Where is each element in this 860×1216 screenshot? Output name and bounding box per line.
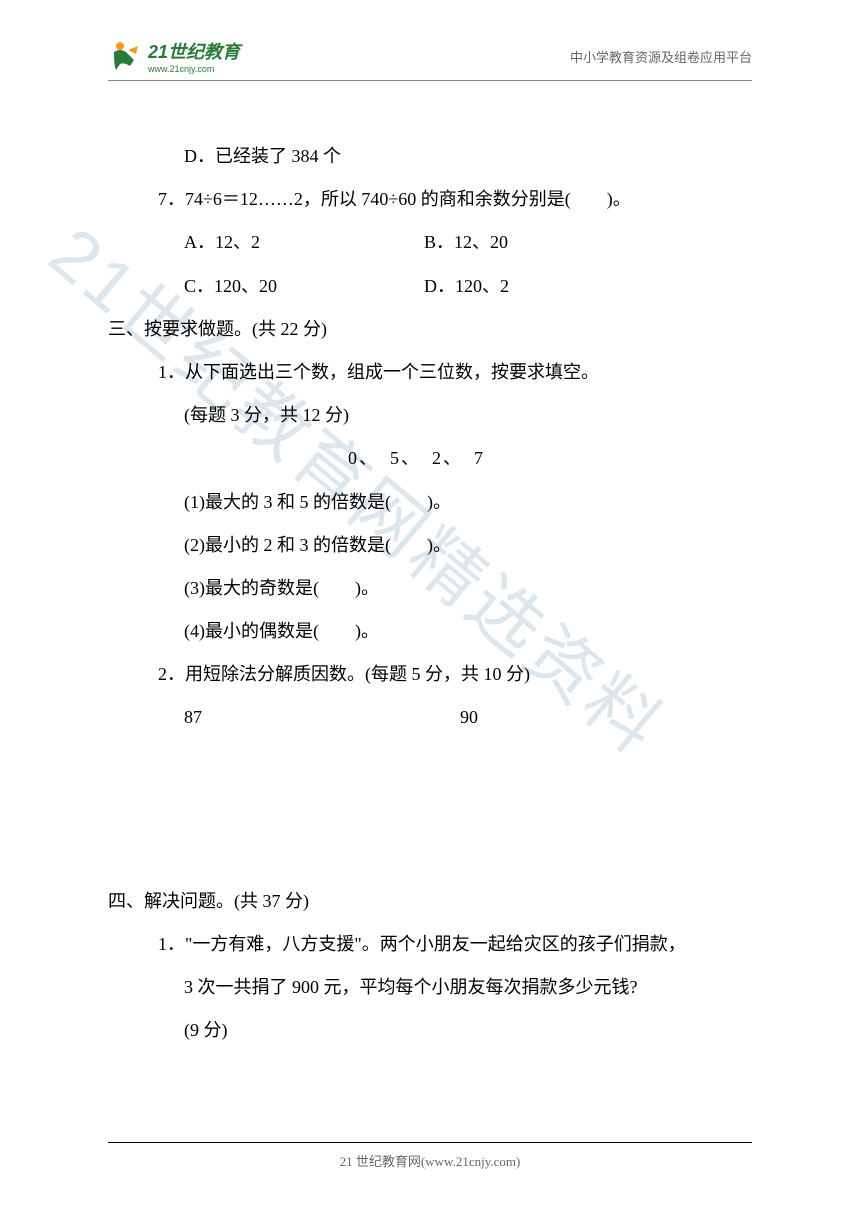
s3-q2-numbers: 87 90	[108, 696, 752, 739]
section-4-header: 四、解决问题。(共 37 分)	[108, 880, 752, 923]
s3-q1-sub2: (2)最小的 2 和 3 的倍数是( )。	[108, 524, 752, 567]
s3-q1-sub4: (4)最小的偶数是( )。	[108, 610, 752, 653]
q7-options-row2: C．120、20 D．120、2	[108, 265, 752, 308]
header-right-text: 中小学教育资源及组卷应用平台	[570, 47, 752, 66]
logo-text: 21世纪教育 www.21cnjy.com	[148, 38, 240, 74]
footer-text: 21 世纪教育网(www.21cnjy.com)	[0, 1151, 860, 1170]
s3-q1-sub3: (3)最大的奇数是( )。	[108, 567, 752, 610]
s3-q1-digits: 0、 5、 2、 7	[108, 437, 752, 480]
footer-divider	[108, 1142, 752, 1143]
answer-option-d: D．已经装了 384 个	[108, 135, 752, 178]
s3-q1-sub1: (1)最大的 3 和 5 的倍数是( )。	[108, 481, 752, 524]
section-3-header: 三、按要求做题。(共 22 分)	[108, 308, 752, 351]
s4-q1-line1: 1．"一方有难，八方支援"。两个小朋友一起给灾区的孩子们捐款，	[108, 923, 752, 966]
logo-icon	[108, 38, 144, 74]
page-footer: 21 世纪教育网(www.21cnjy.com)	[0, 1142, 860, 1170]
s4-q1-points: (9 分)	[108, 1009, 752, 1052]
q7-option-d: D．120、2	[424, 265, 509, 308]
page-header: 21世纪教育 www.21cnjy.com 中小学教育资源及组卷应用平台	[0, 0, 860, 74]
logo: 21世纪教育 www.21cnjy.com	[108, 38, 240, 74]
question-7: 7．74÷6＝12……2，所以 740÷60 的商和余数分别是( )。	[108, 178, 752, 221]
q7-option-c: C．120、20	[184, 265, 424, 308]
s3-q2-n1: 87	[184, 696, 460, 739]
q7-option-b: B．12、20	[424, 221, 508, 264]
q7-option-a: A．12、2	[184, 221, 424, 264]
s3-q2-n2: 90	[460, 696, 478, 739]
logo-title: 21世纪教育	[148, 38, 240, 64]
s4-q1-line2: 3 次一共捐了 900 元，平均每个小朋友每次捐款多少元钱?	[108, 966, 752, 1009]
spacer	[108, 740, 752, 880]
q7-options-row1: A．12、2 B．12、20	[108, 221, 752, 264]
content-area: D．已经装了 384 个 7．74÷6＝12……2，所以 740÷60 的商和余…	[0, 81, 860, 1052]
s3-q1-points: (每题 3 分，共 12 分)	[108, 394, 752, 437]
s3-q2: 2．用短除法分解质因数。(每题 5 分，共 10 分)	[108, 653, 752, 696]
s3-q1: 1．从下面选出三个数，组成一个三位数，按要求填空。	[108, 351, 752, 394]
logo-url: www.21cnjy.com	[148, 64, 240, 74]
